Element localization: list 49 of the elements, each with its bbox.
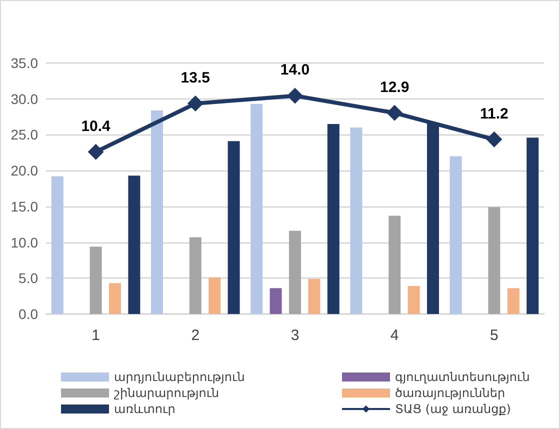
bar xyxy=(350,128,362,314)
y-tick-label: 35.0 xyxy=(10,55,38,71)
bar xyxy=(408,286,420,314)
legend-label: ծառայություններ xyxy=(395,386,506,400)
bar xyxy=(507,288,520,314)
bar xyxy=(228,141,240,314)
x-tick-label: 5 xyxy=(490,327,498,344)
bar xyxy=(109,283,121,314)
bar xyxy=(250,104,263,314)
bar xyxy=(90,246,102,314)
y-tick-label: 10.0 xyxy=(10,234,38,250)
bar xyxy=(189,237,202,314)
x-tick-label: 2 xyxy=(191,327,200,344)
legend-label: գյուղատնտեսություն xyxy=(395,370,530,384)
point xyxy=(287,88,303,104)
bar xyxy=(488,207,500,314)
bar xyxy=(270,288,282,314)
bar xyxy=(51,176,64,314)
y-tick-label: 0.0 xyxy=(18,306,38,322)
bar xyxy=(151,110,163,314)
bar xyxy=(450,156,462,314)
point xyxy=(187,96,204,112)
data-label: 11.2 xyxy=(480,105,508,122)
y-tick-label: 30.0 xyxy=(10,90,38,107)
legend-label: արդյունաբերություն xyxy=(114,370,245,384)
x-tick-label: 3 xyxy=(290,327,300,344)
bar xyxy=(308,278,320,314)
bar xyxy=(388,216,401,314)
bar xyxy=(526,138,539,314)
legend-label: առևտուր xyxy=(114,402,176,416)
y-tick-label: 25.0 xyxy=(10,126,38,143)
point xyxy=(386,104,403,121)
bar xyxy=(208,277,221,314)
legend-label: շինարարություն xyxy=(114,386,220,400)
point xyxy=(486,131,502,148)
data-label: 10.4 xyxy=(81,118,112,135)
y-tick-label: 15.0 xyxy=(10,198,38,214)
legend-label: ՏԱՑ (աջ առանցք) xyxy=(395,402,511,416)
data-label: 13.5 xyxy=(180,70,210,87)
x-tick-label: 1 xyxy=(92,327,100,344)
data-label: 12.9 xyxy=(380,78,410,96)
bar xyxy=(128,176,140,314)
y-tick-label: 20.0 xyxy=(10,162,38,179)
x-tick-label: 4 xyxy=(390,327,399,344)
y-tick-label: 5.0 xyxy=(18,270,38,286)
data-label: 14.0 xyxy=(280,62,310,79)
point xyxy=(88,144,104,160)
bar xyxy=(327,124,340,314)
bar xyxy=(289,230,301,314)
